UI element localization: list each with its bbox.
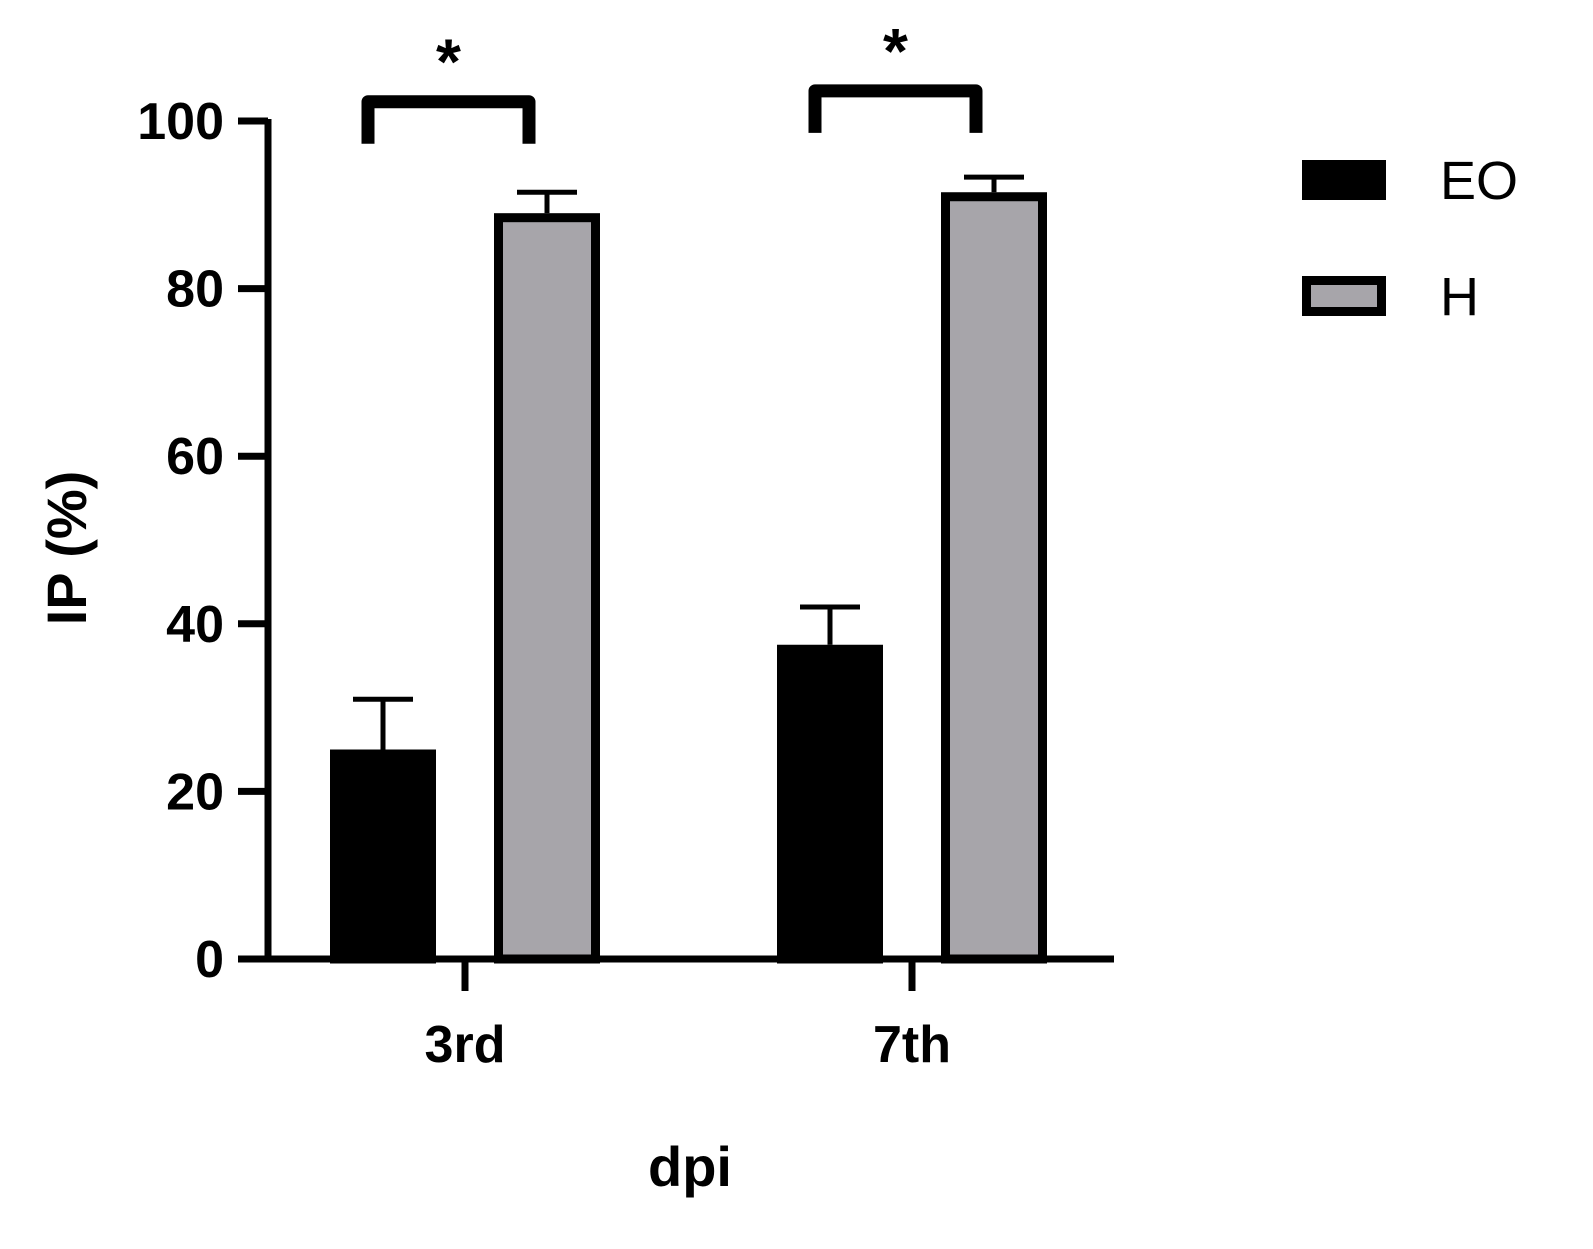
- bar-eo-7th: [777, 644, 883, 964]
- bars-group: [330, 174, 1047, 964]
- legend: EO H: [1302, 151, 1518, 327]
- axes-group: 0 20 40 60 80 100 3rd 7th: [137, 93, 1114, 1074]
- legend-swatch-h: [1302, 276, 1386, 316]
- legend-swatch-eo: [1302, 160, 1386, 200]
- legend-label-h: H: [1440, 267, 1479, 327]
- significance-label: *: [883, 15, 908, 87]
- bar-eo-3rd: [330, 749, 436, 964]
- y-tick-label: 80: [166, 261, 224, 319]
- y-tick-label: 40: [166, 596, 224, 654]
- significance-bracket: [808, 84, 983, 133]
- y-axis-title: IP (%): [35, 471, 98, 626]
- significance-group: * *: [361, 15, 983, 144]
- significance-bracket: [361, 95, 536, 144]
- y-tick-label: 60: [166, 428, 224, 486]
- legend-label-eo: EO: [1440, 151, 1518, 211]
- bar-h-3rd: [494, 213, 600, 964]
- y-tick-label: 100: [137, 93, 224, 151]
- y-tick-label: 0: [195, 931, 224, 989]
- x-tick-label: 7th: [873, 1016, 951, 1074]
- y-tick-label: 20: [166, 763, 224, 821]
- bar-h-7th: [941, 192, 1047, 964]
- x-tick-label: 3rd: [425, 1016, 506, 1074]
- x-axis-title: dpi: [648, 1135, 732, 1198]
- significance-label: *: [436, 26, 461, 98]
